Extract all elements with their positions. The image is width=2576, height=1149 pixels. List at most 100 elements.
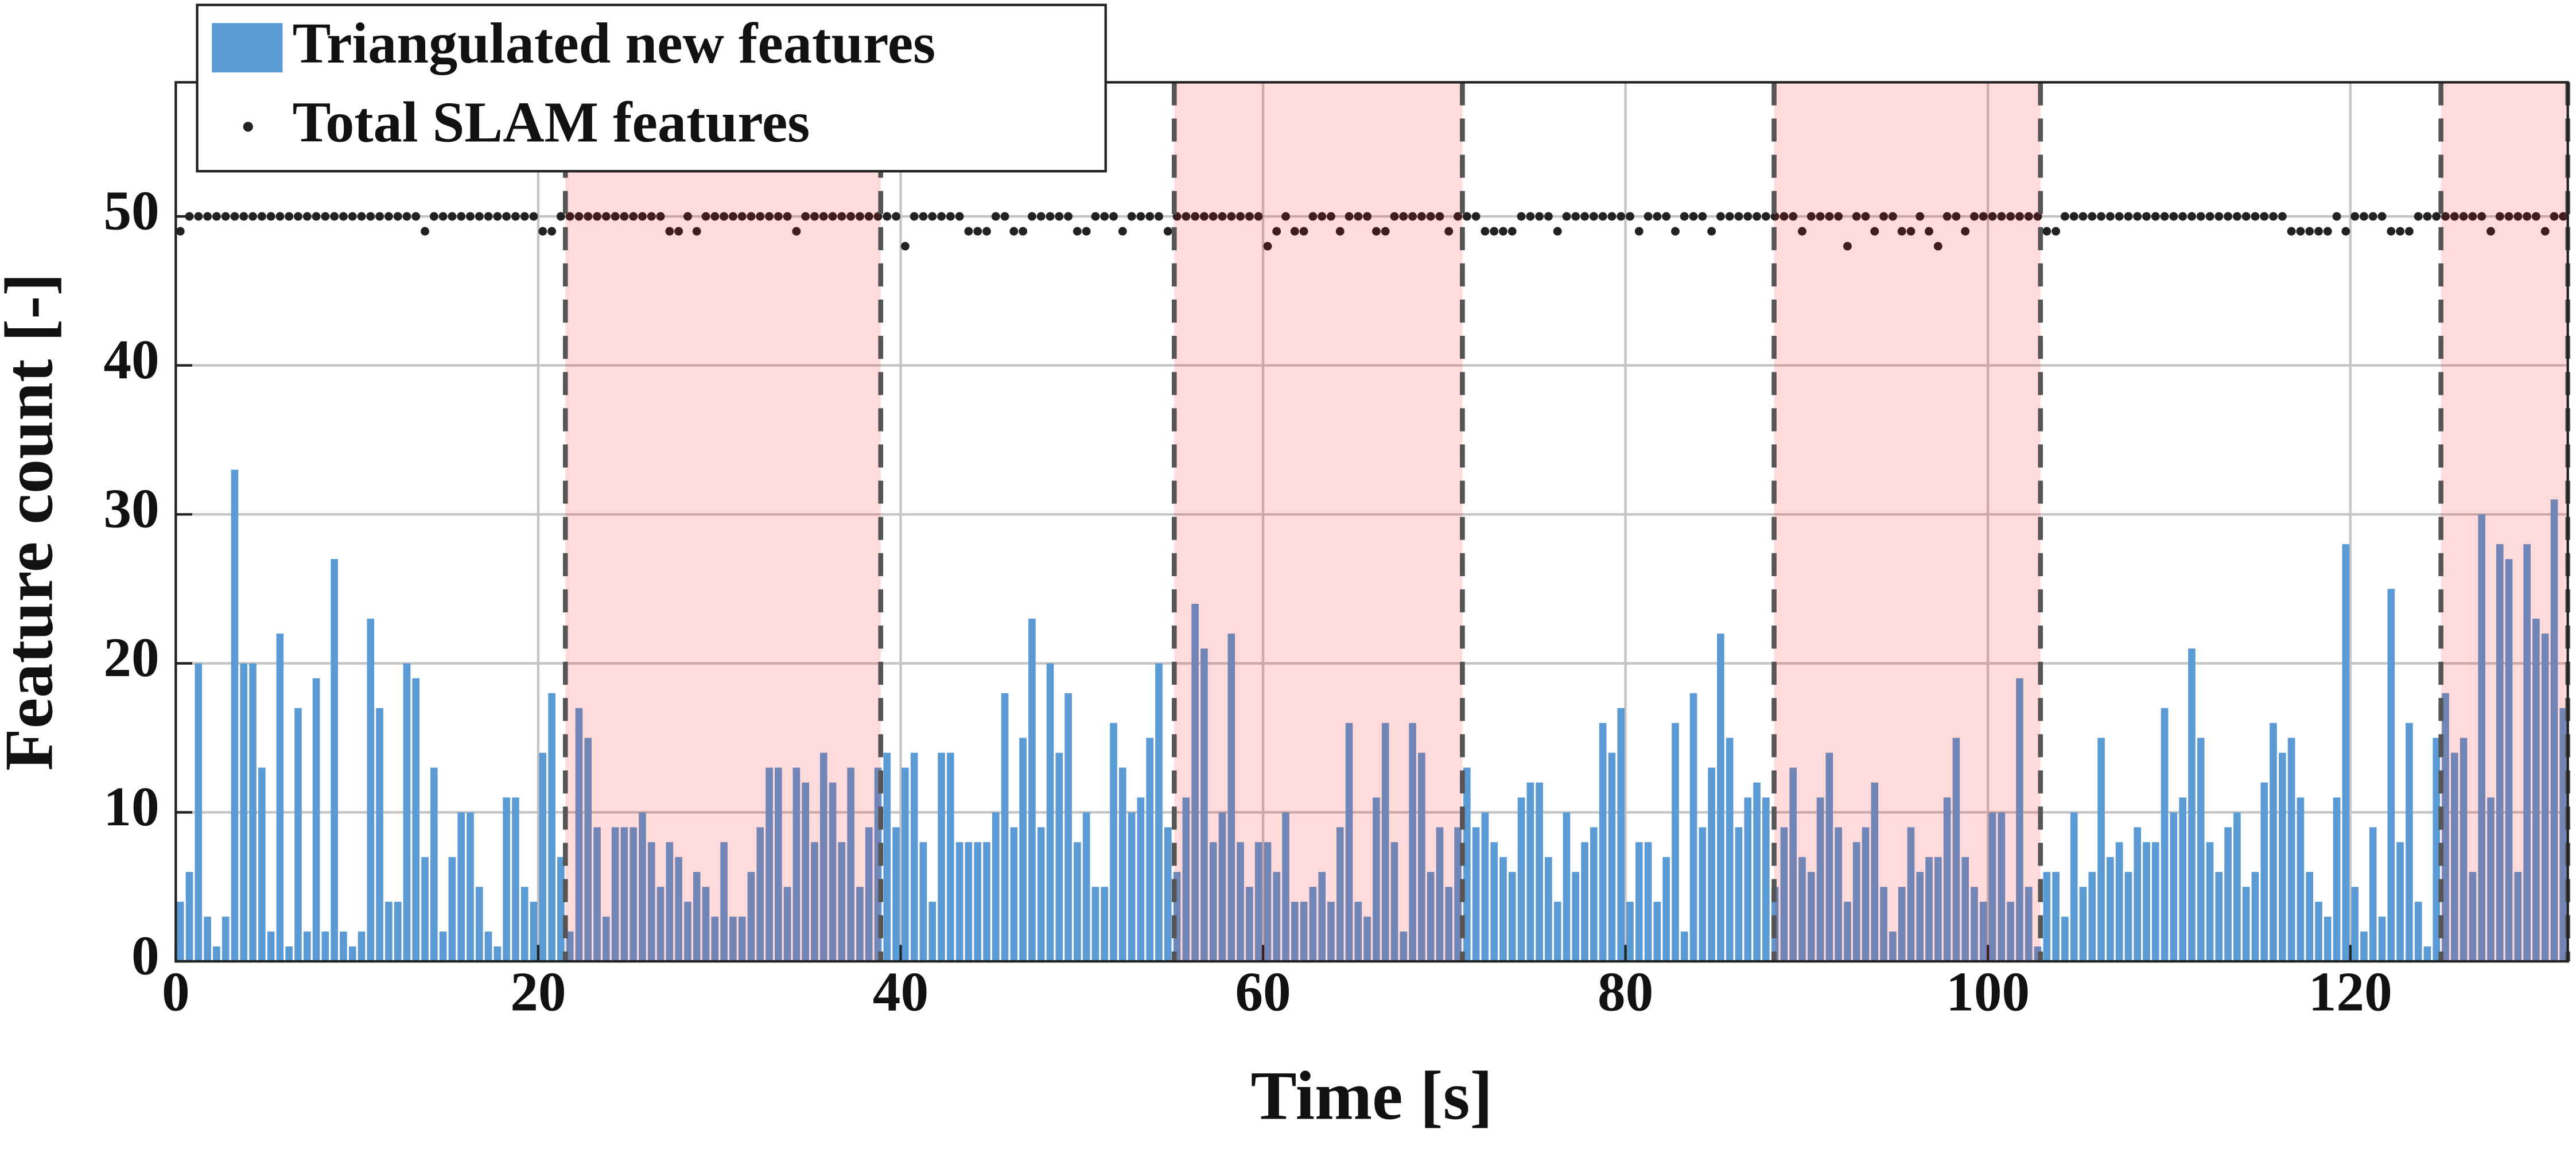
point — [2115, 212, 2124, 221]
shaded-region — [565, 82, 881, 962]
bar — [666, 842, 674, 962]
point — [937, 212, 946, 221]
point — [2142, 212, 2151, 221]
bar — [684, 902, 691, 962]
point — [1371, 227, 1381, 236]
bar — [838, 842, 846, 962]
point — [837, 212, 846, 221]
point — [1725, 212, 1734, 221]
bar — [865, 827, 873, 962]
point — [402, 212, 411, 221]
point — [330, 212, 339, 221]
point — [493, 212, 502, 221]
bar — [1282, 812, 1289, 962]
point — [1109, 212, 1118, 221]
bar — [1264, 842, 1272, 962]
point — [964, 227, 973, 236]
point — [1979, 212, 1988, 221]
bar — [467, 812, 474, 962]
point — [873, 212, 883, 221]
point — [2350, 212, 2360, 221]
point — [1952, 212, 1961, 221]
bar — [2251, 872, 2259, 962]
point — [955, 212, 964, 221]
bar — [2306, 872, 2314, 962]
point — [1607, 212, 1617, 221]
bar — [1345, 723, 1353, 962]
bar — [1898, 887, 1906, 962]
point — [538, 227, 547, 236]
plot-under — [174, 82, 2568, 963]
bar — [2342, 544, 2350, 962]
bar — [331, 559, 338, 962]
point — [2468, 212, 2477, 221]
bar — [630, 827, 638, 962]
bar — [1019, 737, 1027, 962]
point — [638, 212, 647, 221]
point — [656, 212, 665, 221]
point — [2006, 212, 2015, 221]
bar — [249, 663, 257, 962]
bar — [919, 842, 927, 962]
bar — [1128, 812, 1136, 962]
bar — [938, 752, 945, 962]
point — [547, 227, 557, 236]
bar — [847, 767, 854, 962]
bar — [2460, 737, 2468, 962]
y-tick-label: 0 — [131, 925, 160, 987]
point — [1064, 212, 1073, 221]
bar — [484, 931, 492, 962]
point — [1780, 212, 1789, 221]
point — [393, 212, 402, 221]
plot-frame — [174, 81, 2569, 963]
point — [2060, 212, 2069, 221]
point — [692, 227, 701, 236]
point — [2069, 212, 2078, 221]
point — [1535, 212, 1544, 221]
point — [2531, 212, 2540, 221]
point — [1897, 227, 1906, 236]
bar — [1082, 812, 1090, 962]
bar — [1499, 857, 1507, 962]
point — [2432, 212, 2441, 221]
bar — [494, 946, 502, 962]
point — [221, 212, 230, 221]
point — [375, 212, 384, 221]
bar — [955, 842, 963, 962]
point — [2540, 227, 2550, 236]
point — [1970, 212, 1979, 221]
point — [2269, 212, 2278, 221]
point — [1027, 212, 1036, 221]
point — [2052, 227, 2061, 236]
point — [2015, 212, 2024, 221]
bar — [1191, 603, 1199, 962]
point — [411, 212, 421, 221]
bar — [910, 752, 918, 962]
point — [574, 212, 584, 221]
point — [1562, 212, 1571, 221]
bar — [1816, 797, 1824, 962]
bar — [2469, 872, 2477, 962]
point — [2078, 212, 2088, 221]
point — [1136, 212, 1145, 221]
point — [1318, 212, 1327, 221]
bar — [2360, 931, 2368, 962]
bar — [1318, 872, 1326, 962]
point — [1191, 212, 1200, 221]
point — [384, 212, 393, 221]
point — [2151, 212, 2160, 221]
bar — [2287, 737, 2295, 962]
point — [710, 212, 720, 221]
bar — [240, 663, 248, 962]
bar — [2279, 752, 2286, 962]
point — [1426, 212, 1435, 221]
bar — [2414, 902, 2422, 962]
point — [1245, 212, 1254, 221]
bar — [883, 752, 891, 962]
point — [421, 227, 429, 236]
bar — [1961, 857, 1969, 962]
point — [1816, 212, 1825, 221]
bar — [1137, 797, 1145, 962]
point — [2105, 212, 2115, 221]
point — [1272, 227, 1281, 236]
